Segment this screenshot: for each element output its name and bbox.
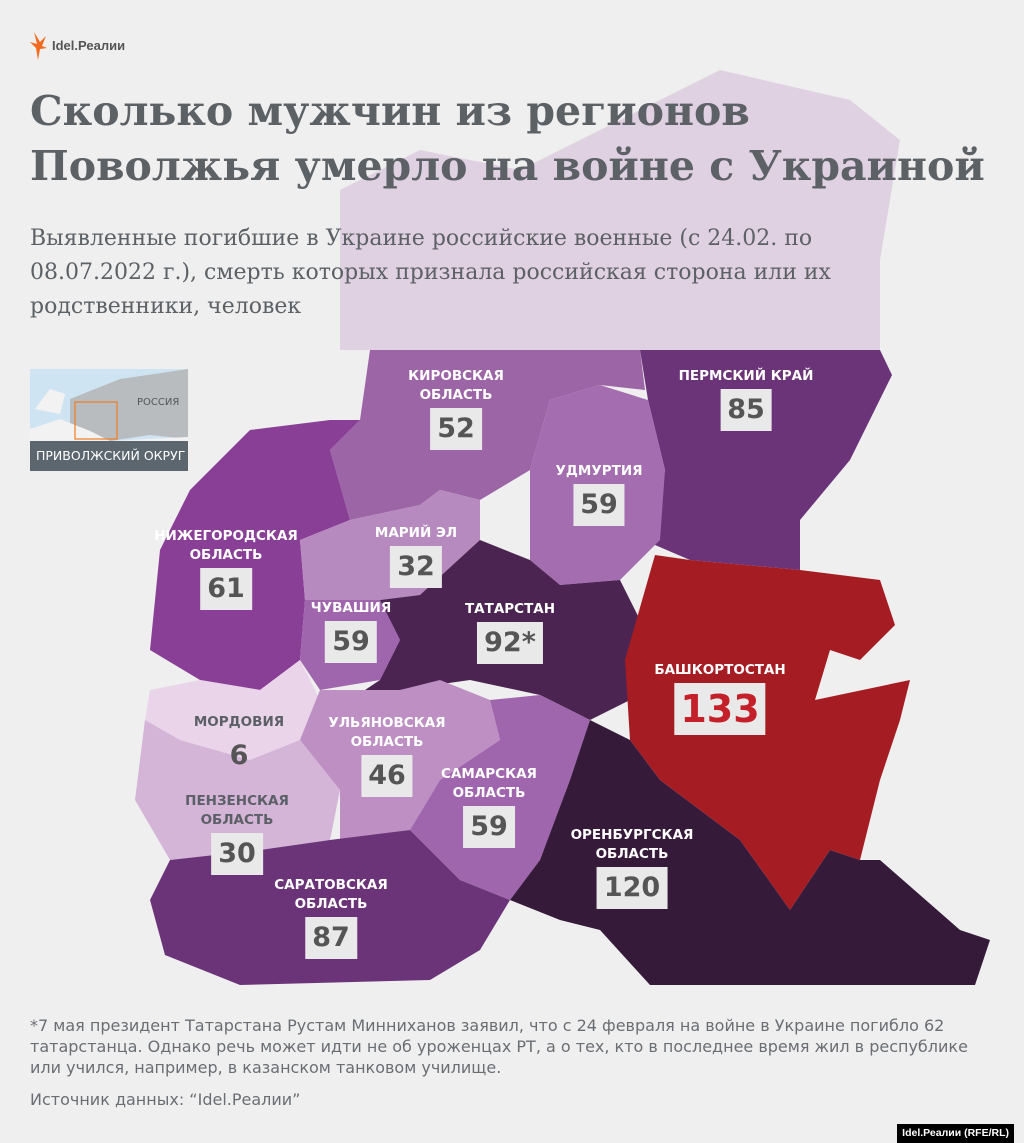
region-value: 61 — [200, 568, 252, 610]
region-penza[interactable] — [135, 720, 340, 860]
page-title: Сколько мужчин из регионов Поволжья умер… — [30, 87, 985, 190]
region-name: БАШКОРТОСТАН — [654, 662, 786, 678]
inset-country-label: РОССИЯ — [137, 397, 180, 408]
label-bashkortostan: БАШКОРТОСТАН 133 — [654, 661, 786, 735]
credit-badge: Idel.Реалии (RFE/RL) — [897, 1124, 1014, 1143]
region-perm[interactable] — [640, 350, 892, 570]
region-value: 59 — [573, 484, 625, 526]
region-value: 120 — [596, 867, 668, 909]
region-kirov[interactable] — [330, 350, 645, 520]
label-penza: ПЕНЗЕНСКАЯ ОБЛАСТЬ 30 — [185, 792, 289, 875]
inset-locator-map: РОССИЯ ПРИВОЛЖСКИЙ ОКРУГ — [30, 369, 188, 471]
label-tatarstan: ТАТАРСТАН 92* — [465, 600, 555, 664]
region-samara[interactable] — [410, 695, 590, 900]
region-name: ПЕНЗЕНСКАЯ ОБЛАСТЬ — [185, 793, 289, 828]
label-kirov: КИРОВСКАЯ ОБЛАСТЬ 52 — [408, 367, 504, 450]
region-name: ПЕРМСКИЙ КРАЙ — [678, 368, 814, 384]
region-value: 59 — [325, 621, 377, 663]
region-value: 59 — [463, 806, 515, 848]
region-name: КИРОВСКАЯ ОБЛАСТЬ — [408, 368, 504, 403]
region-name: САМАРСКАЯ ОБЛАСТЬ — [441, 766, 537, 801]
region-value: 87 — [305, 917, 357, 959]
subtitle: Выявленные погибшие в Украине российские… — [30, 226, 831, 319]
region-name: МОРДОВИЯ — [193, 714, 285, 730]
label-perm: ПЕРМСКИЙ КРАЙ 85 — [678, 367, 814, 431]
label-udmurtia: УДМУРТИЯ 59 — [555, 462, 643, 526]
region-name: ТАТАРСТАН — [464, 601, 556, 617]
region-value: 6 — [229, 740, 249, 771]
region-nizhny[interactable] — [150, 420, 360, 690]
region-name: САРАТОВСКАЯ ОБЛАСТЬ — [274, 877, 388, 912]
region-name: МАРИЙ ЭЛ — [374, 525, 458, 541]
region-value: 46 — [361, 755, 413, 797]
region-value: 133 — [674, 683, 766, 735]
label-orenburg: ОРЕНБУРГСКАЯ ОБЛАСТЬ 120 — [570, 826, 694, 909]
label-mari-el: МАРИЙ ЭЛ 32 — [375, 524, 457, 588]
region-orenburg[interactable] — [510, 720, 990, 985]
logo-flame-icon — [30, 32, 47, 60]
region-value: 52 — [430, 408, 482, 450]
region-name: НИЖЕГОРОДСКАЯ ОБЛАСТЬ — [154, 528, 298, 563]
source-note: Источник данных: “Idel.Реалии” — [30, 1090, 301, 1109]
region-name: ЧУВАШИЯ — [310, 600, 392, 616]
region-name: УДМУРТИЯ — [555, 463, 643, 479]
region-value: 92* — [477, 622, 543, 664]
label-samara: САМАРСКАЯ ОБЛАСТЬ 59 — [441, 765, 537, 848]
label-mordovia: МОРДОВИЯ 6 — [194, 713, 284, 777]
label-chuvashia: ЧУВАШИЯ 59 — [311, 599, 391, 663]
logo-text: Idel.Реалии — [52, 37, 126, 53]
region-bashkortostan[interactable] — [625, 555, 910, 910]
footnote: *7 мая президент Татарстана Рустам Минни… — [30, 1016, 968, 1077]
region-value: 85 — [720, 389, 772, 431]
label-nizhny: НИЖЕГОРОДСКАЯ ОБЛАСТЬ 61 — [154, 527, 298, 610]
region-value: 30 — [211, 833, 263, 875]
region-name: УЛЬЯНОВСКАЯ ОБЛАСТЬ — [328, 715, 446, 750]
region-mordovia[interactable] — [145, 660, 320, 760]
background-russia-silhouette — [340, 70, 900, 350]
region-name: ОРЕНБУРГСКАЯ ОБЛАСТЬ — [570, 827, 694, 862]
region-value: 32 — [390, 546, 442, 588]
inset-district-label: ПРИВОЛЖСКИЙ ОКРУГ — [30, 441, 188, 471]
label-saratov: САРАТОВСКАЯ ОБЛАСТЬ 87 — [274, 876, 388, 959]
label-ulyanovsk: УЛЬЯНОВСКАЯ ОБЛАСТЬ 46 — [328, 714, 446, 797]
logo: Idel.Реалии — [28, 30, 125, 60]
